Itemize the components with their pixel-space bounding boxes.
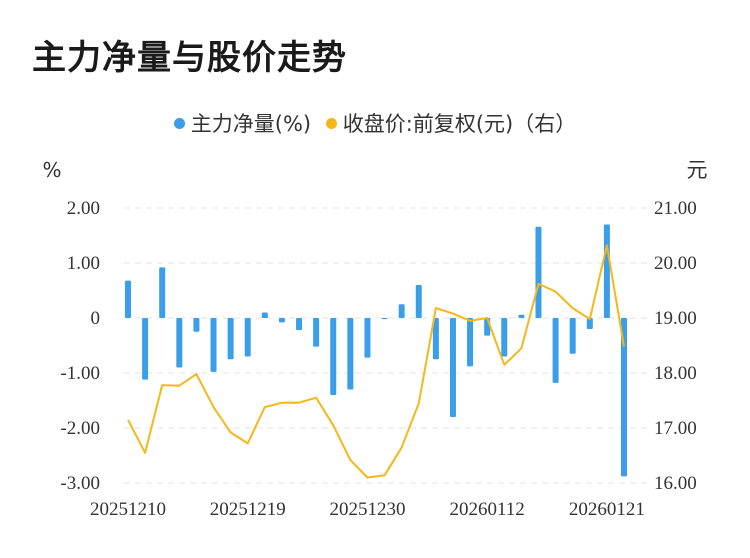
x-tick-label: 20251219	[210, 499, 286, 520]
bar	[467, 318, 474, 367]
y-right-unit: 元	[687, 158, 708, 182]
y-left-tick-label: 1.00	[67, 253, 100, 274]
y-left-tick-label: 0	[91, 308, 101, 329]
bar	[125, 280, 131, 318]
y-left-tick-label: -3.00	[60, 473, 100, 494]
bar	[278, 318, 285, 323]
y-left-tick-label: -2.00	[60, 418, 100, 439]
bar	[569, 318, 576, 354]
y-right-tick-label: 18.00	[654, 363, 697, 384]
bar	[603, 224, 610, 318]
x-tick-label: 20251230	[329, 499, 405, 520]
y-left-unit: %	[42, 158, 61, 182]
line-series	[127, 244, 625, 479]
bar	[347, 318, 354, 390]
bar	[364, 318, 371, 358]
bar	[586, 318, 593, 329]
x-tick-label: 20260121	[569, 499, 645, 520]
axes: 2.00 21.00 1.00 20.00 0 19.00 -1.00 18.00 -2.00 1…	[42, 158, 707, 520]
bar	[176, 318, 183, 368]
legend-line-marker	[325, 117, 337, 129]
bar	[142, 318, 149, 380]
bar	[415, 285, 422, 318]
bar	[193, 318, 200, 332]
bar	[159, 267, 166, 318]
legend-item-net-volume[interactable]: 主力净量(%)	[173, 108, 312, 138]
bar	[313, 318, 320, 347]
x-tick-label: 20251210	[90, 499, 166, 520]
bar	[296, 318, 303, 331]
legend-item-close-price[interactable]: 收盘价:前复权(元)（右）	[325, 108, 577, 138]
y-right-tick-label: 17.00	[654, 418, 697, 439]
bar	[244, 318, 251, 357]
y-right-tick-label: 20.00	[654, 253, 697, 274]
bar	[432, 318, 439, 360]
y-right-tick-label: 19.00	[654, 308, 697, 329]
chart-legend: 主力净量(%) 收盘价:前复权(元)（右）	[0, 108, 750, 138]
bar	[227, 318, 234, 360]
bar-series	[125, 224, 627, 477]
bar	[330, 318, 337, 395]
bar	[398, 304, 405, 318]
bar	[484, 318, 491, 336]
bar	[518, 314, 525, 318]
legend-bar-marker	[173, 117, 185, 129]
price-line	[127, 244, 625, 479]
bar	[535, 226, 542, 318]
bar	[449, 318, 456, 417]
bar	[501, 318, 508, 357]
x-tick-label: 20260112	[450, 499, 525, 520]
legend-label-close-price: 收盘价:前复权(元)（右）	[342, 112, 577, 136]
y-left-tick-label: 2.00	[67, 198, 100, 219]
bar	[381, 318, 388, 320]
grid-lines	[124, 207, 652, 484]
legend-label-net-volume: 主力净量(%)	[190, 112, 312, 136]
bar	[552, 318, 559, 383]
y-right-tick-label: 16.00	[654, 473, 697, 494]
bar	[210, 318, 217, 372]
y-left-tick-label: -1.00	[60, 363, 100, 384]
chart-title: 主力净量与股价走势	[32, 38, 347, 78]
y-right-tick-label: 21.00	[654, 198, 697, 219]
bar	[621, 318, 627, 477]
bar	[261, 312, 268, 318]
